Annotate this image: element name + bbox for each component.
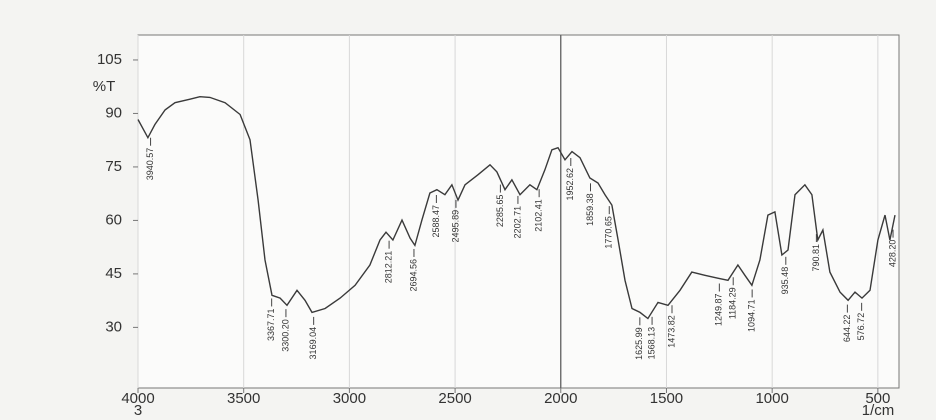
peak-label: 2588.47 [431,205,441,238]
peak-label: 1568.13 [646,327,656,360]
peak-label: 3367.71 [266,309,276,342]
x-tick-label: 2000 [544,390,577,407]
peak-label: 2202.71 [512,206,522,239]
x-tick-label: 500 [865,390,890,407]
x-tick-label: 3000 [333,390,366,407]
peak-label: 644.22 [842,315,852,343]
peak-label: 1859.38 [585,193,595,226]
peak-label: 935.48 [780,267,790,295]
peak-label: 2102.41 [533,199,543,232]
x-axis-label: 1/cm [862,402,895,419]
x-tick-label: 3500 [227,390,260,407]
peak-label: 2285.65 [495,195,505,228]
peak-label: 2694.56 [408,259,418,292]
peak-label: 1473.82 [666,315,676,348]
peak-label: 428.20 [887,240,897,268]
x-tick-label: 4000 [121,390,154,407]
peak-label: 1625.99 [634,327,644,360]
peak-label: 3169.04 [308,327,318,360]
y-tick-label: 30 [105,318,122,335]
peak-label: 576.72 [856,313,866,341]
peak-label: 1094.71 [746,299,756,332]
peak-label: 2495.89 [450,210,460,243]
y-tick-label: 90 [105,104,122,121]
peak-label: 3940.57 [145,148,155,181]
x-tick-label: 1000 [755,390,788,407]
x-axis-note: 3 [134,402,142,419]
peak-label: 3300.20 [280,319,290,352]
x-tick-label: 2500 [438,390,471,407]
peak-label: 1249.87 [714,294,724,327]
y-tick-label: 105 [97,51,122,68]
y-tick-label: 75 [105,158,122,175]
spectrum-line [137,95,896,320]
y-axis-label: %T [93,78,116,95]
y-tick-label: 60 [105,211,122,228]
peak-label: 1952.62 [565,168,575,201]
peak-label: 1184.29 [728,287,738,319]
peak-label: 2812.21 [383,251,393,284]
peak-label: 790.81 [811,244,821,272]
peak-label: 1770.65 [604,216,614,249]
y-tick-label: 45 [105,265,122,282]
x-tick-label: 1500 [650,390,683,407]
